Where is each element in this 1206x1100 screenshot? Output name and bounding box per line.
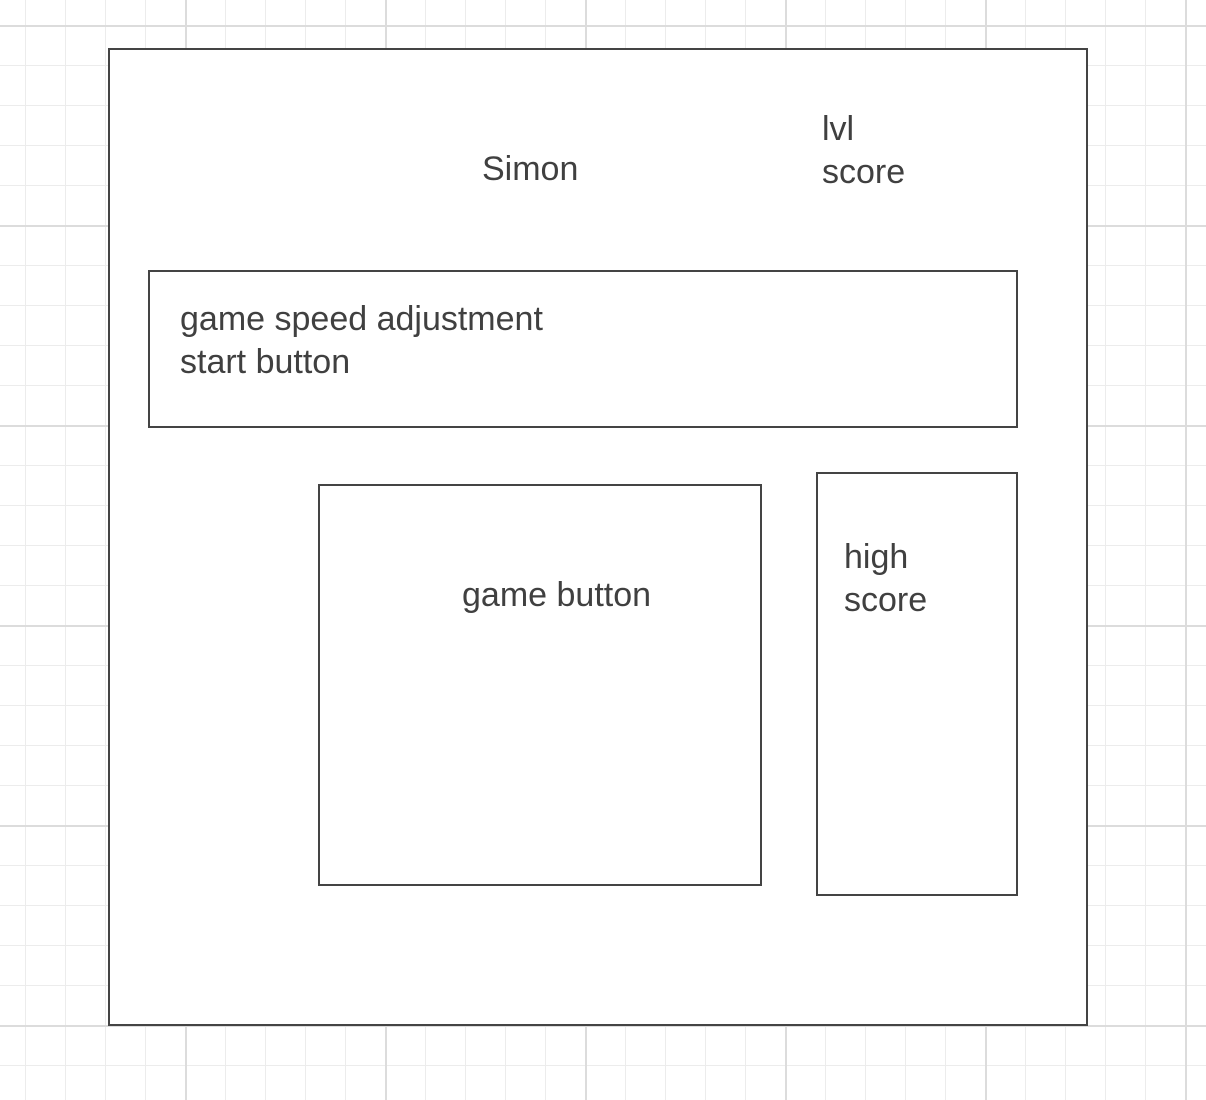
level-label: lvl bbox=[822, 110, 855, 148]
high-score-panel bbox=[816, 472, 1018, 896]
high-score-label-line2: score bbox=[844, 581, 928, 619]
high-score-label-line1: high bbox=[844, 538, 909, 576]
game-button[interactable] bbox=[318, 484, 762, 886]
controls-panel bbox=[148, 270, 1018, 428]
page-title: Simon bbox=[482, 150, 579, 188]
score-label: score bbox=[822, 153, 906, 191]
game-speed-adjustment[interactable]: game speed adjustment bbox=[180, 300, 543, 338]
game-button-label: game button bbox=[462, 576, 652, 614]
start-button[interactable]: start button bbox=[180, 343, 351, 381]
